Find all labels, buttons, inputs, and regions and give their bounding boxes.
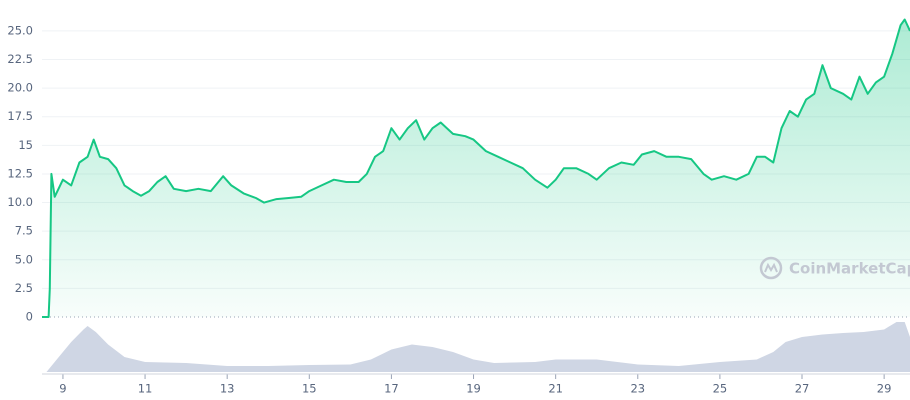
y-tick-label: 17.5 <box>7 109 33 123</box>
x-tick-label: 19 <box>466 382 481 396</box>
x-tick-label: 13 <box>220 382 235 396</box>
x-tick-label: 27 <box>795 382 810 396</box>
y-tick-label: 0 <box>26 310 33 324</box>
watermark-text: CoinMarketCap <box>789 260 910 278</box>
y-tick-label: 15 <box>18 138 33 152</box>
y-tick-label: 25.0 <box>7 23 33 37</box>
volume-area <box>42 322 910 372</box>
y-tick-label: 12.5 <box>7 166 33 180</box>
x-tick-label: 21 <box>548 382 563 396</box>
y-tick-label: 20.0 <box>7 81 33 95</box>
y-tick-label: 7.5 <box>15 224 33 238</box>
price-area <box>42 19 910 317</box>
x-tick-label: 15 <box>302 382 317 396</box>
x-tick-label: 9 <box>59 382 66 396</box>
y-tick-label: 22.5 <box>7 52 33 66</box>
x-tick-label: 29 <box>877 382 892 396</box>
x-tick-label: 11 <box>138 382 153 396</box>
y-tick-label: 5.0 <box>15 252 33 266</box>
x-tick-label: 23 <box>630 382 645 396</box>
x-tick-label: 17 <box>384 382 399 396</box>
y-tick-label: 2.5 <box>15 281 33 295</box>
y-tick-label: 10.0 <box>7 195 33 209</box>
price-line <box>42 18 910 318</box>
x-tick-label: 25 <box>713 382 728 396</box>
watermark: CoinMarketCap <box>759 256 910 280</box>
